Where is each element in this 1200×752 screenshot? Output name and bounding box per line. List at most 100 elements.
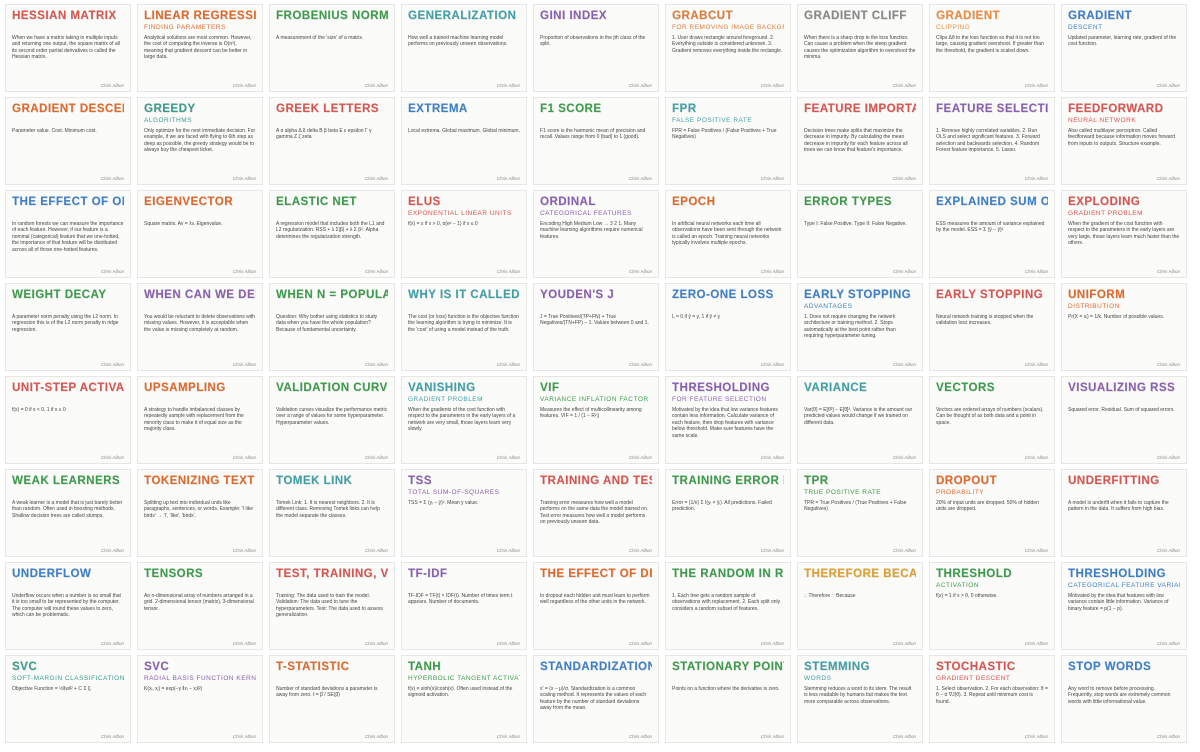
flashcard[interactable]: TF-IDF TF-IDF = TF(t) × IDF(t). Number of… [401,562,527,650]
flashcard-signature: Chris Albon [892,734,916,739]
flashcard[interactable]: Underfitting A model is underfit when it … [1061,469,1187,557]
flashcard[interactable]: Frobenius Norm A measurement of the 'size… [269,4,395,92]
flashcard[interactable]: Vectors Vectors are ordered arrays of num… [929,376,1055,464]
flashcard-signature: Chris Albon [100,548,124,553]
flashcard[interactable]: Weight Decay A parameter norm penalty usi… [5,283,131,371]
flashcard[interactable]: Gini Index Proportion of observations in … [533,4,659,92]
flashcard[interactable]: Linear Regression Finding Parameters Analy… [137,4,263,92]
flashcard[interactable]: Why Is It Called A Cost Function The cost… [401,283,527,371]
flashcard[interactable]: Elastic Net A regression model that inclu… [269,190,395,278]
flashcard-body: Error = (1/n) Σ I(yᵢ ≠ ŷᵢ). All predicti… [672,500,772,513]
flashcard-body: Underflow occurs when a number is so sma… [12,593,121,619]
flashcard[interactable]: Stop Words Any word to remove before proc… [1061,655,1187,743]
flashcard-body: Var(θ̂) = E[θ̂²] − E[θ̂]². Variance is t… [804,407,913,426]
flashcard-body: f(x) = 1 if x > θ, 0 otherwise. [936,593,998,599]
flashcard[interactable]: Validation Curve Validation curves visual… [269,376,395,464]
flashcard[interactable]: Dropout Probability 20% of input units are… [929,469,1055,557]
flashcard[interactable]: Early Stopping Advantages 1. Does not requ… [797,283,923,371]
flashcard[interactable]: Generalization How well a trained machine… [401,4,527,92]
flashcard[interactable]: Grabcut For Removing Image Backgrounds 1. … [665,4,791,92]
flashcard[interactable]: Therefore Because ∴ Therefore ∵ Because Ch… [797,562,923,650]
flashcard-title: Dropout [936,475,997,487]
flashcard-subtitle: False Positive Rate [672,117,753,124]
flashcard[interactable]: Tokenizing Text Splitting up text into in… [137,469,263,557]
flashcard[interactable]: Uniform Distribution Pr(X = xᵢ) = 1/k. Num… [1061,283,1187,371]
flashcard[interactable]: Upsampling A strategy to handle imbalance… [137,376,263,464]
flashcard-body: TPR = True Positives / (True Positives +… [804,500,907,513]
flashcard[interactable]: Thresholding For Feature Selection Motivat… [665,376,791,464]
flashcard[interactable]: Error Types Type I: False Positive. Type … [797,190,923,278]
flashcard[interactable]: Unit-Step Activation Function f(x) = 0 if… [5,376,131,464]
flashcard[interactable]: T-Statistic Number of standard deviations… [269,655,395,743]
flashcard-title: Visualizing RSS [1068,382,1176,394]
flashcard[interactable]: TPR True Positive Rate TPR = True Positive… [797,469,923,557]
flashcard-body: Splitting up text into individual units … [144,500,254,519]
flashcard-title: SVC [144,661,170,673]
flashcard[interactable]: Vanishing Gradient Problem When the gradie… [401,376,527,464]
flashcard-body: Only optimize for the next immediate dec… [144,128,256,154]
flashcard[interactable]: Feature Selection Strategies 1. Remove hi… [929,97,1055,185]
flashcard[interactable]: Ordinal Categorical Features Encoding High… [533,190,659,278]
flashcard[interactable]: Exploding Gradient Problem When the gradie… [1061,190,1187,278]
flashcard[interactable]: VIF Variance Inflation Factor Measures the… [533,376,659,464]
flashcard-body: ∴ Therefore ∵ Because [804,593,856,599]
flashcard[interactable]: TSS Total Sum-of-Squares TSS = Σ (yᵢ − ȳ)²… [401,469,527,557]
flashcard-title: Validation Curve [276,382,388,394]
flashcard[interactable]: Visualizing RSS Squared error. Residual. … [1061,376,1187,464]
flashcard[interactable]: Tanh Hyperbolic Tangent Activation Functi… [401,655,527,743]
flashcard[interactable]: Gradient Clipping Clips Δθ to the loss fun… [929,4,1055,92]
flashcard[interactable]: Gradient Descent Parameter value. Cost. M… [5,97,131,185]
flashcard[interactable]: Early Stopping Neural network training is… [929,283,1055,371]
flashcard-signature: Chris Albon [496,641,520,646]
flashcard[interactable]: Extrema Local extrema. Global maximum. Gl… [401,97,527,185]
flashcard-body: Squared error. Residual. Sum of squared … [1068,407,1175,413]
flashcard[interactable]: Stationary Points Points on a function wh… [665,655,791,743]
flashcard-signature: Chris Albon [892,176,916,181]
flashcard[interactable]: Weak Learners A weak learner is a model t… [5,469,131,557]
flashcard[interactable]: Eigenvector Square matrix. Av = λv. Eigen… [137,190,263,278]
flashcard[interactable]: Gradient Cliff When there is a sharp drop… [797,4,923,92]
flashcard-signature: Chris Albon [364,176,388,181]
flashcard[interactable]: Training Error Rate Error = (1/n) Σ I(yᵢ … [665,469,791,557]
flashcard-subtitle: Probability [936,489,985,496]
flashcard[interactable]: F1 Score F1 score is the harmonic mean of… [533,97,659,185]
flashcard[interactable]: FPR False Positive Rate FPR = False Positi… [665,97,791,185]
flashcard[interactable]: Variance Var(θ̂) = E[θ̂²] − E[θ̂]². Varia… [797,376,923,464]
flashcard[interactable]: Tensors An n-dimensional array of numbers… [137,562,263,650]
flashcard[interactable]: Explained Sum of Squares ESS measures the… [929,190,1055,278]
flashcard[interactable]: Thresholding Categorical Feature Variance… [1061,562,1187,650]
flashcard[interactable]: Epoch In artificial neural networks each … [665,190,791,278]
flashcard[interactable]: Greek Letters A α alpha Δ δ delta B β bet… [269,97,395,185]
flashcard[interactable]: Threshold Activation f(x) = 1 if x > θ, 0 … [929,562,1055,650]
flashcard-signature: Chris Albon [892,641,916,646]
flashcard[interactable]: Stemming Words Stemming reduces a word to … [797,655,923,743]
flashcard[interactable]: Hessian Matrix When we have a matrix taki… [5,4,131,92]
flashcard[interactable]: Stochastic Gradient Descent 1. Select obse… [929,655,1055,743]
flashcard-signature: Chris Albon [364,455,388,460]
flashcard[interactable]: The Effect of Dropout on Hidden Units In … [533,562,659,650]
flashcard[interactable]: Training and Test Error Training error me… [533,469,659,557]
flashcard-title: The Effect of One-Hot on Feature Importa… [12,196,124,208]
flashcard[interactable]: Feature Importance Decision trees make sp… [797,97,923,185]
flashcard[interactable]: When Can We Delete Observations With Mis… [137,283,263,371]
flashcard[interactable]: Feedforward Neural Network Also called mul… [1061,97,1187,185]
flashcard[interactable]: The Random in Random Forest 1. Each tree … [665,562,791,650]
flashcard[interactable]: SVC Soft-Margin Classification Objective F… [5,655,131,743]
flashcard[interactable]: Standardization x' = (x − μ)/σ. Standardi… [533,655,659,743]
flashcard[interactable]: When N = Population Question: Why bother … [269,283,395,371]
flashcard-signature: Chris Albon [892,362,916,367]
flashcard[interactable]: Test, Training, Validation Sets Training:… [269,562,395,650]
flashcard[interactable]: Underflow Underflow occurs when a number … [5,562,131,650]
flashcard-title: Early Stopping [936,289,1044,301]
flashcard[interactable]: Gradient Descent Updated parameter, learni… [1061,4,1187,92]
flashcard[interactable]: Zero-One Loss L = 0 if ŷ = y, 1 if ŷ ≠ y C… [665,283,791,371]
flashcard[interactable]: ELUs Exponential Linear Units f(x) = x if … [401,190,527,278]
flashcard[interactable]: SVC Radial Basis Function Kernel K(xᵢ, xⱼ)… [137,655,263,743]
flashcard-title: Eigenvector [144,196,233,208]
flashcard[interactable]: Tomek Link Tomek Link: 1. It is nearest n… [269,469,395,557]
flashcard-signature: Chris Albon [760,641,784,646]
flashcard[interactable]: The Effect of One-Hot on Feature Importa… [5,190,131,278]
flashcard[interactable]: Youden's J J = True Positives/(TP+FN) + T… [533,283,659,371]
flashcard[interactable]: Greedy Algorithms Only optimize for the ne… [137,97,263,185]
flashcard-title: Variance [804,382,868,394]
